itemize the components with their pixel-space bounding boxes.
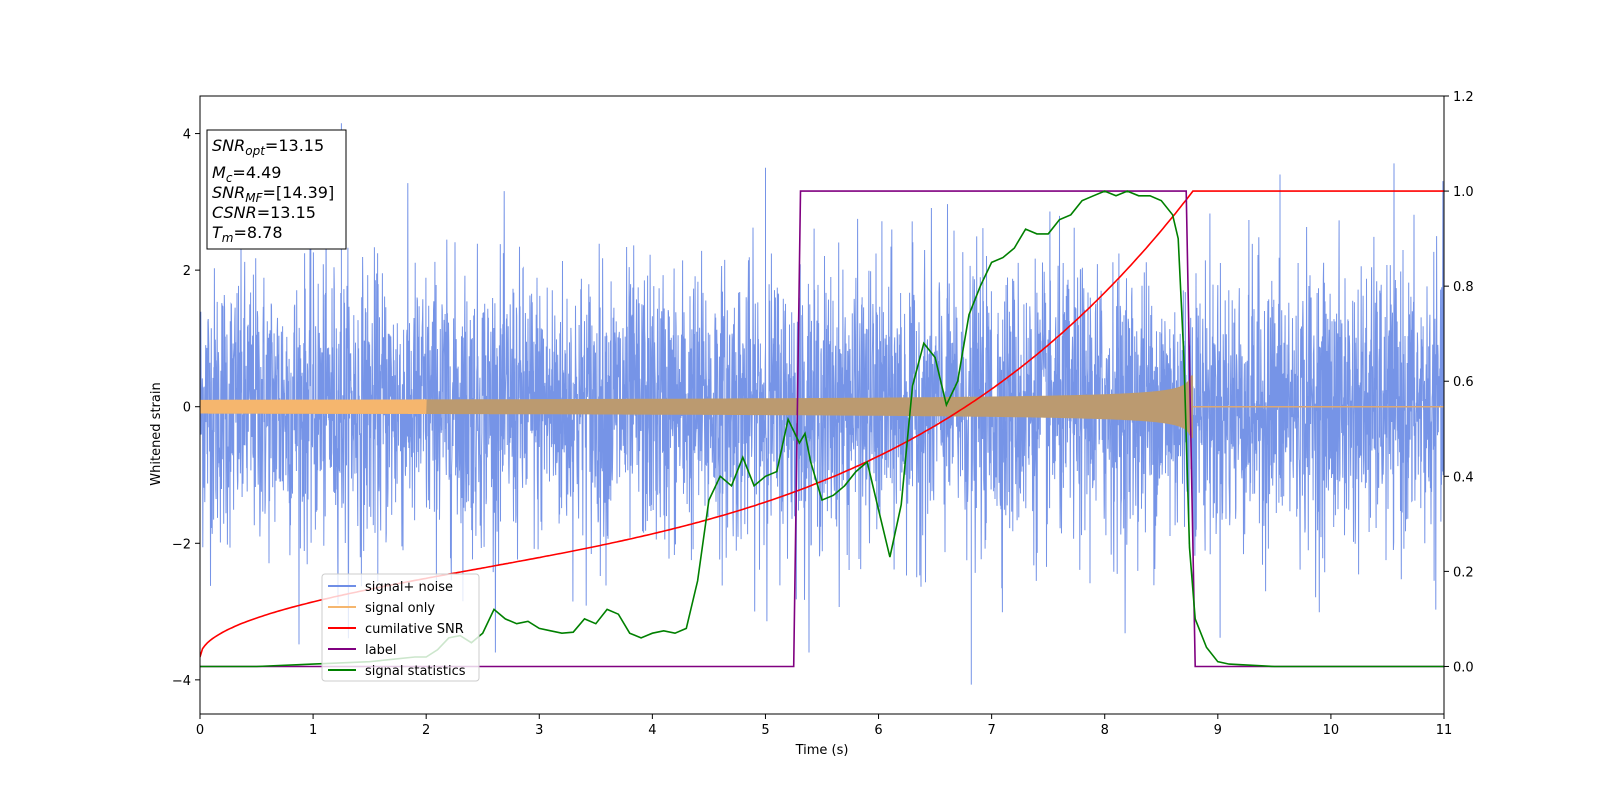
y-axis-label: Whitened strain [149,382,164,485]
plot-area [200,123,1444,685]
legend-item-cumulative-snr: cumilative SNR [328,622,464,637]
series-signal-only [200,375,1444,438]
x-tick-label: 10 [1323,723,1340,738]
signal-oscillation [200,399,427,415]
y-right-tick-label: 0.0 [1453,660,1474,675]
info-snr-opt: SNRopt=13.15 [212,136,324,158]
x-tick-label: 5 [761,723,769,738]
legend-label-cumulative-snr: cumilative SNR [365,622,464,637]
y-left-tick-label: 2 [183,264,191,279]
legend-frame [321,573,480,682]
legend-label-signal-noise: signal+ noise [365,580,453,595]
x-tick-label: 1 [309,723,317,738]
x-tick-label: 8 [1101,723,1109,738]
x-tick-label: 3 [535,723,543,738]
series-signal-statistics [200,190,1444,668]
y-right-tick-label: 0.4 [1453,470,1474,485]
x-axis: 0 1 2 3 4 5 6 7 8 9 10 11 [196,714,1452,738]
info-box-frame [206,129,347,250]
y-axis-left: −4 −2 0 2 4 [172,128,200,689]
y-right-tick-label: 1.2 [1453,90,1474,105]
x-tick-label: 0 [196,723,204,738]
signal-statistics-line [200,190,1444,668]
series-label [200,190,1444,668]
x-tick-label: 7 [987,723,995,738]
series-signal-noise [200,123,1444,685]
y-right-tick-label: 0.6 [1453,375,1474,390]
info-box: SNRopt=13.15 Mc=4.49 SNRMF=[14.39] CSNR=… [206,129,347,250]
legend-item-label: label [328,643,396,658]
info-tm: Tm=8.78 [212,223,283,245]
legend-label-label: label [365,643,396,658]
info-snr-mf: SNRMF=[14.39] [212,183,334,205]
y-left-tick-label: 0 [183,401,191,416]
info-csnr: CSNR=13.15 [212,203,316,222]
y-right-tick-label: 0.8 [1453,280,1474,295]
x-tick-label: 2 [422,723,430,738]
noise-line [200,123,1444,685]
signal-envelope [200,375,1193,438]
legend-item-signal-only: signal only [328,601,435,616]
label-line [200,190,1444,668]
legend-item-signal-statistics: signal statistics [328,664,466,679]
legend-label-signal-statistics: signal statistics [365,664,466,679]
y-axis-right: 0.0 0.2 0.4 0.6 0.8 1.0 1.2 [1444,90,1474,675]
y-left-tick-label: −4 [172,674,191,689]
x-tick-label: 11 [1436,723,1453,738]
plot-frame [199,95,1445,715]
y-right-tick-label: 0.2 [1453,565,1474,580]
x-tick-label: 6 [874,723,882,738]
info-mc: Mc=4.49 [212,163,281,185]
legend: signal+ noise signal only cumilative SNR… [321,573,480,682]
legend-label-signal-only: signal only [365,601,435,616]
legend-item-signal-noise: signal+ noise [328,580,453,595]
x-axis-label: Time (s) [795,743,849,758]
x-tick-label: 9 [1214,723,1222,738]
y-left-tick-label: 4 [183,128,191,143]
y-right-tick-label: 1.0 [1453,185,1474,200]
y-left-tick-label: −2 [172,537,191,552]
x-tick-label: 4 [648,723,656,738]
